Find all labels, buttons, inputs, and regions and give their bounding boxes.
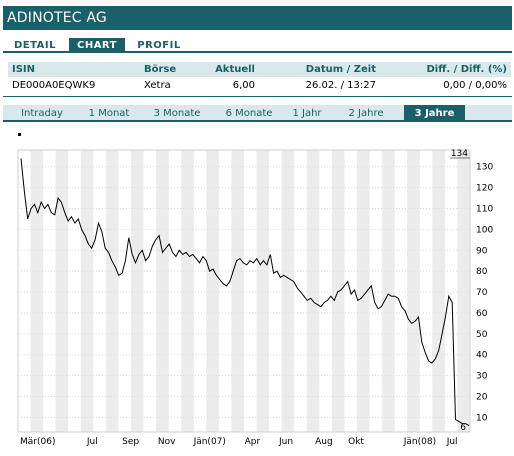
chart-band — [331, 150, 345, 432]
range-2-jahre[interactable]: 2 Jahre — [348, 108, 384, 119]
tab-detail[interactable]: DETAIL — [13, 40, 56, 51]
quote-table: ISIN Börse Aktuell Datum / Zeit Diff. / … — [8, 62, 511, 93]
y-tick-label: 110 — [476, 204, 493, 214]
range-6-monate[interactable]: 6 Monate — [225, 108, 273, 119]
range-3-monate[interactable]: 3 Monate — [153, 108, 201, 119]
y-tick-label: 40 — [476, 351, 488, 361]
y-tick-label: 60 — [476, 309, 488, 319]
company-title: ADINOTEC AG — [3, 6, 512, 30]
chart-band — [281, 150, 295, 432]
range-intraday[interactable]: Intraday — [21, 108, 63, 119]
range-1-monat[interactable]: 1 Monat — [88, 108, 130, 119]
chart-band — [131, 150, 144, 432]
chart-band — [306, 150, 320, 432]
chart-band — [181, 150, 194, 432]
x-tick-label: Jun — [278, 437, 293, 447]
range-tabs: Intraday 1 Monat 3 Monate 6 Monate 1 Jah… — [3, 105, 512, 122]
x-tick-label: Jän(07) — [193, 437, 226, 447]
section-tabs: DETAIL CHART PROFIL — [3, 38, 512, 53]
price-line — [20, 158, 470, 427]
isin-value: DE000A0EQWK9 — [12, 80, 96, 91]
table-divider — [3, 96, 512, 97]
quote-row: DE000A0EQWK9 Xetra 6,00 26.02. / 13:27 0… — [8, 77, 511, 93]
chart-legend-marker — [18, 133, 21, 136]
y-tick-label: 90 — [476, 246, 488, 256]
chart-band — [80, 150, 94, 432]
max-label: 134 — [451, 149, 468, 159]
y-tick-label: 80 — [476, 267, 488, 277]
y-tick-label: 10 — [476, 413, 488, 423]
x-tick-label: Aug — [315, 437, 333, 447]
header-boerse: Börse — [144, 64, 177, 75]
quote-table-header: ISIN Börse Aktuell Datum / Zeit Diff. / … — [8, 62, 511, 77]
tab-chart[interactable]: CHART — [69, 38, 125, 53]
x-tick-label: Nov — [158, 437, 176, 447]
x-tick-label: Jän(08) — [403, 437, 436, 447]
y-tick-label: 100 — [476, 225, 493, 235]
y-tick-label: 120 — [476, 184, 493, 194]
chart-band — [432, 150, 445, 432]
header-aktuell: Aktuell — [215, 64, 255, 75]
range-3-jahre[interactable]: 3 Jahre — [404, 105, 465, 122]
y-tick-label: 20 — [476, 392, 488, 402]
x-tick-label: Jul — [446, 437, 458, 447]
header-diff: Diff. / Diff. (%) — [426, 64, 507, 75]
chart-band — [256, 150, 270, 432]
y-tick-label: 50 — [476, 330, 488, 340]
x-tick-label: Sep — [122, 437, 139, 447]
chart-band — [30, 150, 44, 432]
datum-value: 26.02. / 13:27 — [305, 80, 376, 91]
chart-band — [357, 150, 370, 432]
diff-value: 0,00 / 0,00% — [443, 80, 507, 91]
x-tick-label: Okt — [348, 437, 364, 447]
chart-band — [55, 150, 69, 432]
chart-band — [382, 150, 395, 432]
chart-band — [457, 150, 470, 432]
x-tick-label: Apr — [245, 437, 261, 447]
tab-profil[interactable]: PROFIL — [137, 40, 181, 51]
chart-band — [156, 150, 169, 432]
chart-band — [231, 150, 244, 432]
chart-band — [105, 150, 119, 432]
header-datum: Datum / Zeit — [305, 64, 376, 75]
price-chart: 10 20 30 40 50 60 70 80 90 100 110 120 130 Mär(06) Jul… — [0, 140, 514, 456]
header-isin: ISIN — [12, 64, 36, 75]
price-chart-svg: 10 20 30 40 50 60 70 80 90 100 110 120 130 Mär(06) Jul… — [17, 149, 493, 447]
boerse-value: Xetra — [144, 80, 171, 91]
y-tick-label: 30 — [476, 372, 488, 382]
min-label: 6 — [460, 423, 466, 433]
y-tick-label: 70 — [476, 288, 488, 298]
x-tick-label: Jul — [86, 437, 98, 447]
range-1-jahr[interactable]: 1 Jahr — [292, 108, 322, 119]
aktuell-value: 6,00 — [232, 80, 255, 91]
chart-band — [407, 150, 420, 432]
plot-frame — [17, 149, 471, 433]
y-tick-label: 130 — [476, 163, 493, 173]
x-tick-label: Mär(06) — [20, 437, 55, 447]
chart-band — [206, 150, 219, 432]
